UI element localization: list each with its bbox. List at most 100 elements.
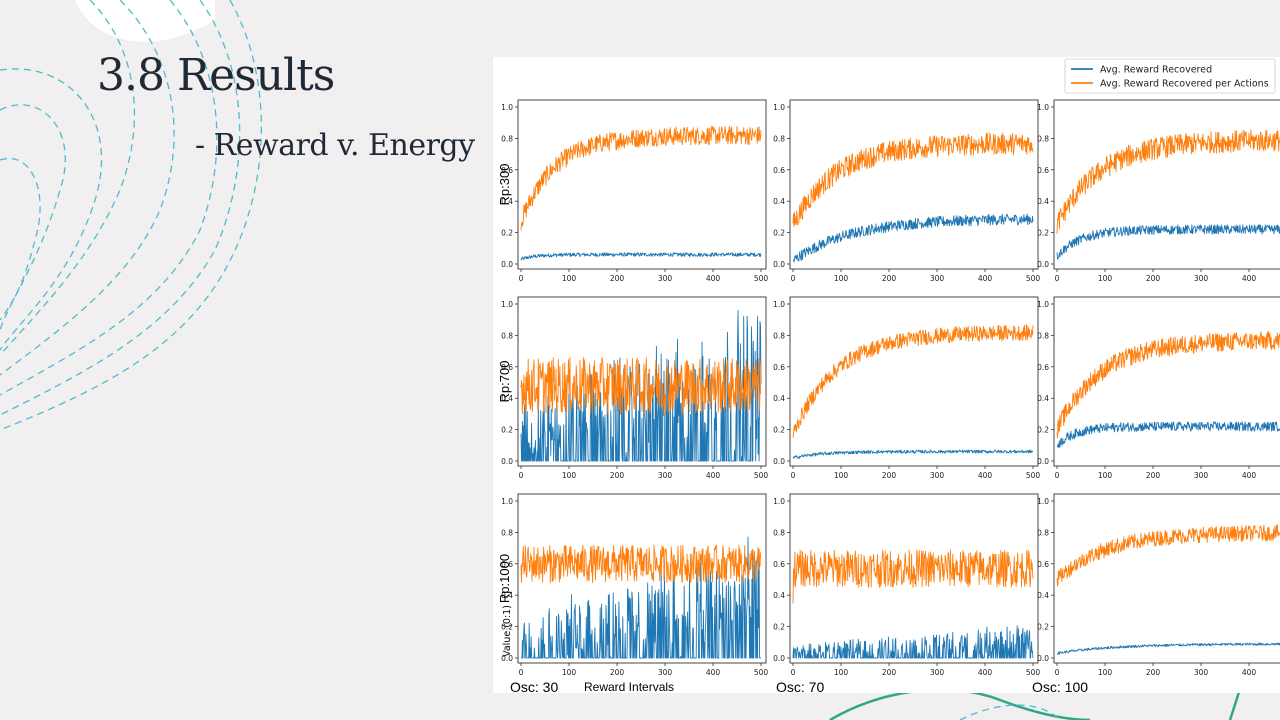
series-line-avg-reward-per-action [1056, 129, 1280, 234]
series-line-avg-reward-per-action [520, 356, 762, 415]
y-tick-label: 0.0 [1037, 260, 1049, 269]
y-tick-label: 0.2 [1037, 623, 1049, 632]
column-label: Osc: 30 [510, 679, 558, 693]
series-line-avg-reward [792, 625, 1034, 659]
x-tick-label: 200 [1146, 471, 1161, 480]
x-tick-label: 300 [658, 274, 673, 283]
series-line-avg-reward-per-action [792, 132, 1034, 227]
x-tick-label: 300 [658, 471, 673, 480]
y-tick-label: 1.0 [1037, 300, 1049, 309]
axes-frame [1053, 493, 1280, 664]
x-tick-label: 0 [791, 471, 796, 480]
x-tick-label: 500 [754, 668, 769, 677]
x-tick-label: 300 [930, 668, 945, 677]
series-line-avg-reward-per-action [1056, 331, 1280, 439]
x-tick-label: 400 [706, 274, 721, 283]
y-tick-label: 0.6 [773, 560, 785, 569]
x-tick-label: 200 [882, 274, 897, 283]
series-line-avg-reward-per-action [1056, 524, 1280, 587]
column-label: Osc: 70 [776, 679, 824, 693]
x-tick-label: 400 [978, 471, 993, 480]
x-tick-label: 0 [519, 274, 524, 283]
row-label: Rp:300 [497, 164, 512, 206]
x-tick-label: 300 [1194, 668, 1209, 677]
axes-frame [1053, 296, 1280, 467]
series-line-avg-reward-per-action [520, 544, 762, 584]
legend-box [1064, 58, 1276, 94]
y-tick-label: 0.8 [1037, 528, 1049, 537]
x-tick-label: 500 [754, 274, 769, 283]
y-axis-label: Value (0:1) [502, 605, 513, 657]
x-tick-label: 0 [1055, 668, 1060, 677]
series-line-avg-reward [1056, 421, 1280, 449]
y-tick-label: 0.8 [773, 528, 785, 537]
series-line-avg-reward [521, 536, 761, 659]
x-tick-label: 300 [930, 274, 945, 283]
y-tick-label: 0.4 [1037, 394, 1049, 403]
y-tick-label: 0.6 [1037, 363, 1049, 372]
y-tick-label: 0.0 [773, 654, 785, 663]
y-tick-label: 0.6 [501, 166, 513, 175]
y-tick-label: 1.0 [773, 300, 785, 309]
x-tick-label: 400 [706, 471, 721, 480]
y-tick-label: 0.8 [1037, 134, 1049, 143]
x-tick-label: 0 [791, 668, 796, 677]
x-tick-label: 100 [1098, 274, 1113, 283]
y-tick-label: 0.2 [773, 623, 785, 632]
series-line-avg-reward-per-action [792, 549, 1034, 604]
y-tick-label: 0.4 [1037, 591, 1049, 600]
slide-subtitle: - Reward v. Energy [195, 128, 475, 163]
x-tick-label: 500 [1026, 668, 1041, 677]
x-tick-label: 300 [1194, 274, 1209, 283]
y-tick-label: 0.8 [1037, 331, 1049, 340]
green-curve [829, 688, 1091, 720]
axes-frame [789, 493, 1039, 664]
y-tick-label: 0.6 [501, 363, 513, 372]
y-tick-label: 1.0 [1037, 103, 1049, 112]
y-tick-label: 1.0 [501, 300, 513, 309]
y-tick-label: 0.8 [501, 134, 513, 143]
y-tick-label: 1.0 [501, 497, 513, 506]
x-tick-label: 0 [1055, 274, 1060, 283]
x-axis-label: Reward Intervals [584, 680, 674, 693]
y-tick-label: 0.0 [773, 260, 785, 269]
series-line-avg-reward [1056, 642, 1280, 655]
x-tick-label: 0 [519, 668, 524, 677]
x-tick-label: 100 [562, 668, 577, 677]
corner-shape [75, 0, 215, 42]
legend: Avg. Reward Recovered Avg. Reward Recover… [1064, 58, 1276, 94]
y-tick-label: 1.0 [773, 103, 785, 112]
y-tick-label: 0.0 [501, 654, 513, 663]
y-tick-label: 0.0 [501, 457, 513, 466]
dashed-contour-line [0, 0, 241, 416]
x-tick-label: 100 [1098, 471, 1113, 480]
x-tick-label: 0 [791, 274, 796, 283]
x-tick-label: 500 [754, 471, 769, 480]
axes-frame [1053, 99, 1280, 270]
y-tick-label: 0.8 [773, 134, 785, 143]
axes-frame [517, 296, 767, 467]
y-tick-label: 1.0 [1037, 497, 1049, 506]
x-tick-label: 100 [562, 471, 577, 480]
y-tick-label: 0.2 [501, 623, 513, 632]
dashed-contour-line [959, 704, 1061, 720]
x-tick-label: 300 [1194, 471, 1209, 480]
series-line-avg-reward-per-action [520, 125, 762, 231]
y-tick-label: 1.0 [773, 497, 785, 506]
y-tick-label: 0.6 [773, 363, 785, 372]
x-tick-label: 100 [834, 274, 849, 283]
axes-frame [789, 296, 1039, 467]
chart-grid: 0.0 0.2 0.4 0.6 0.8 1.0 0 100 200 300 400 500 0.0 0.2… [497, 58, 1280, 693]
y-tick-label: 0.0 [773, 457, 785, 466]
dashed-contour-line [0, 68, 103, 351]
results-figure: 0.0 0.2 0.4 0.6 0.8 1.0 0 100 200 300 400 500 0.0 0.2… [493, 57, 1280, 693]
dashed-contour-line [0, 0, 262, 431]
x-tick-label: 400 [978, 668, 993, 677]
x-tick-label: 200 [610, 274, 625, 283]
axes-frame [517, 493, 767, 664]
